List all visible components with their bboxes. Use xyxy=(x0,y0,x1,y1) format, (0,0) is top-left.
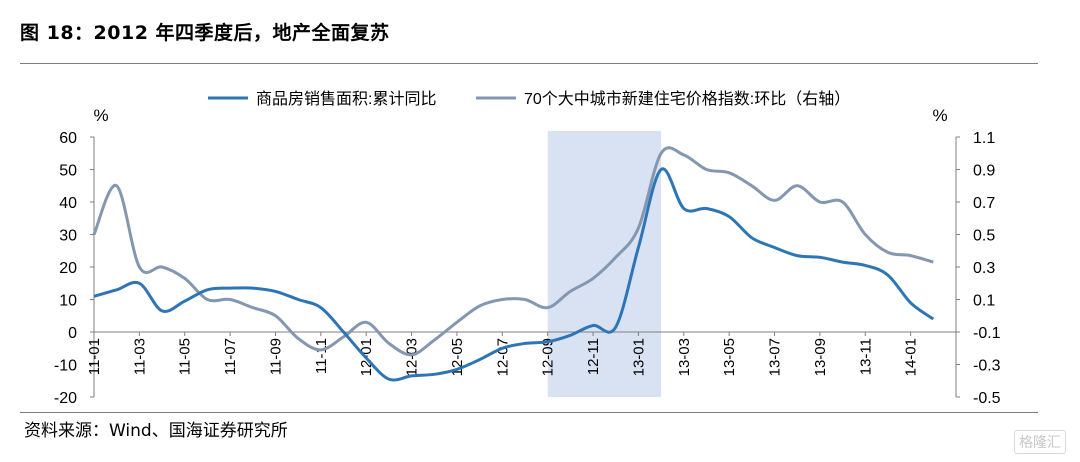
left-axis-tick-label: 10 xyxy=(59,293,77,310)
x-axis-tick-label: 13-01 xyxy=(630,338,647,376)
series-line-sales-area-yoy xyxy=(93,167,935,382)
x-axis-tick-label: 12-03 xyxy=(404,338,421,376)
right-axis-tick-label: -0.1 xyxy=(973,325,1001,342)
x-axis-tick-label: 12-09 xyxy=(540,338,557,376)
x-axis-tick-label: 11-07 xyxy=(222,338,239,375)
left-axis-tick-label: -10 xyxy=(54,358,77,375)
right-axis-tick-label: 0.1 xyxy=(973,293,995,310)
legend-label: 商品房销售面积:累计同比 xyxy=(256,90,436,108)
bottom-rule xyxy=(20,412,1038,413)
watermark-logo: 格隆汇 xyxy=(1014,430,1066,454)
left-axis-tick-label: 0 xyxy=(68,325,77,342)
right-axis-tick-label: -0.5 xyxy=(973,390,1001,407)
x-axis-tick-label: 13-03 xyxy=(676,338,693,376)
right-axis-tick-label: 0.3 xyxy=(973,260,995,277)
left-axis-tick-label: 30 xyxy=(59,228,77,245)
series-line-price-index-mom xyxy=(92,146,934,357)
right-axis-unit: % xyxy=(932,106,947,125)
left-axis-unit: % xyxy=(93,106,108,125)
right-axis-tick-label: 1.1 xyxy=(973,130,995,147)
left-axis-tick-label: 40 xyxy=(59,195,77,212)
legend-label: 70个大中城市新建住宅价格指数:环比（右轴） xyxy=(524,90,850,108)
shaded-period-band xyxy=(547,131,662,397)
top-rule xyxy=(20,63,1038,64)
left-axis-tick-label: 20 xyxy=(59,260,77,277)
source-note: 资料来源：Wind、国海证券研究所 xyxy=(24,421,288,441)
right-axis-tick-label: -0.3 xyxy=(973,358,1001,375)
left-axis-tick-label: -20 xyxy=(54,390,77,407)
right-axis-tick-label: 0.7 xyxy=(973,195,995,212)
x-axis-tick-label: 11-09 xyxy=(267,338,284,375)
right-axis-tick-label: 0.5 xyxy=(973,228,995,245)
left-axis-tick-label: 60 xyxy=(59,130,77,147)
x-axis-tick-label: 13-11 xyxy=(857,338,874,375)
x-axis-tick-label: 11-05 xyxy=(177,338,194,375)
right-axis-tick-label: 0.9 xyxy=(973,163,995,180)
x-axis-tick-label: 12-11 xyxy=(585,338,602,375)
left-axis-tick-label: 50 xyxy=(59,163,77,180)
x-axis-tick-label: 11-03 xyxy=(131,338,148,375)
x-axis-tick-label: 11-11 xyxy=(313,338,330,374)
x-axis-tick-label: 12-07 xyxy=(494,338,511,376)
x-axis-tick-label: 11-01 xyxy=(86,338,103,375)
line-chart: 60 50 40 30 20 10 0 -10 -20 1.1 0.9 0.7 0.5 0.3 0.1 -0.… xyxy=(54,90,1001,407)
x-axis-tick-label: 13-09 xyxy=(812,338,829,376)
x-axis-tick-label: 13-05 xyxy=(721,338,738,376)
x-axis-tick-label: 14-01 xyxy=(903,338,920,376)
figure-title: 图 18：2012 年四季度后，地产全面复苏 xyxy=(20,22,390,44)
x-axis-tick-label: 13-07 xyxy=(767,338,784,376)
